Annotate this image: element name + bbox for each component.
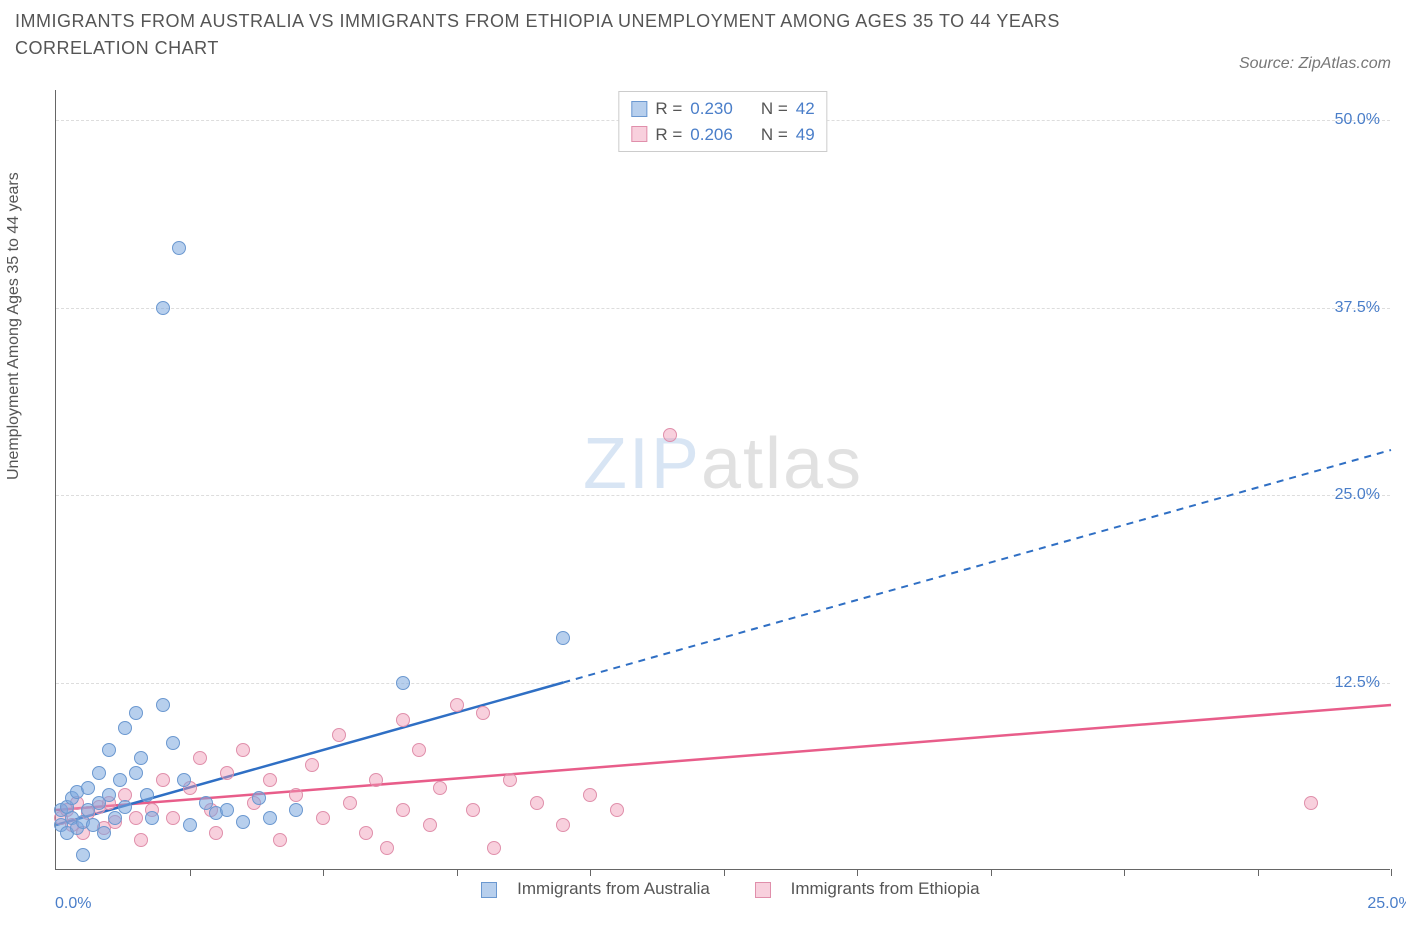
- legend-r-label: R =: [655, 122, 682, 148]
- data-point: [102, 743, 116, 757]
- legend-n-value: 49: [796, 122, 815, 148]
- data-point: [503, 773, 517, 787]
- data-point: [263, 773, 277, 787]
- legend-n-label: N =: [761, 122, 788, 148]
- legend-top: R = 0.230 N = 42 R = 0.206 N = 49: [618, 91, 827, 152]
- legend-swatch: [755, 882, 771, 898]
- data-point: [305, 758, 319, 772]
- data-point: [129, 766, 143, 780]
- data-point: [487, 841, 501, 855]
- data-point: [129, 811, 143, 825]
- data-point: [263, 811, 277, 825]
- data-point: [466, 803, 480, 817]
- chart-title: IMMIGRANTS FROM AUSTRALIA VS IMMIGRANTS …: [15, 8, 1115, 62]
- data-point: [396, 713, 410, 727]
- x-tick: [457, 869, 458, 876]
- data-point: [316, 811, 330, 825]
- data-point: [343, 796, 357, 810]
- data-point: [220, 803, 234, 817]
- legend-swatch: [481, 882, 497, 898]
- data-point: [1304, 796, 1318, 810]
- data-point: [209, 826, 223, 840]
- data-point: [332, 728, 346, 742]
- data-point: [108, 811, 122, 825]
- data-point: [113, 773, 127, 787]
- data-point: [92, 766, 106, 780]
- data-point: [172, 241, 186, 255]
- legend-item-ethiopia: Immigrants from Ethiopia: [740, 879, 980, 898]
- data-point: [177, 773, 191, 787]
- data-point: [156, 773, 170, 787]
- data-point: [145, 811, 159, 825]
- data-point: [273, 833, 287, 847]
- x-origin-label: 0.0%: [55, 895, 91, 913]
- data-point: [396, 803, 410, 817]
- data-point: [433, 781, 447, 795]
- data-point: [530, 796, 544, 810]
- data-point: [556, 631, 570, 645]
- data-point: [289, 788, 303, 802]
- data-point: [102, 788, 116, 802]
- x-tick: [323, 869, 324, 876]
- trend-lines: [56, 90, 1390, 869]
- data-point: [236, 743, 250, 757]
- data-point: [97, 826, 111, 840]
- data-point: [396, 676, 410, 690]
- data-point: [76, 848, 90, 862]
- data-point: [220, 766, 234, 780]
- data-point: [289, 803, 303, 817]
- data-point: [140, 788, 154, 802]
- x-tick: [1124, 869, 1125, 876]
- data-point: [118, 721, 132, 735]
- data-point: [129, 706, 143, 720]
- y-axis-label: Unemployment Among Ages 35 to 44 years: [5, 172, 23, 480]
- legend-r-label: R =: [655, 96, 682, 122]
- data-point: [156, 698, 170, 712]
- legend-n-value: 42: [796, 96, 815, 122]
- x-tick: [857, 869, 858, 876]
- data-point: [450, 698, 464, 712]
- data-point: [583, 788, 597, 802]
- data-point: [193, 751, 207, 765]
- data-point: [423, 818, 437, 832]
- x-tick: [991, 869, 992, 876]
- legend-swatch: [631, 101, 647, 117]
- legend-n-label: N =: [761, 96, 788, 122]
- data-point: [359, 826, 373, 840]
- data-point: [556, 818, 570, 832]
- x-tick: [1258, 869, 1259, 876]
- data-point: [166, 736, 180, 750]
- legend-r-value: 0.206: [690, 122, 733, 148]
- data-point: [166, 811, 180, 825]
- x-tick: [1391, 869, 1392, 876]
- legend-bottom: Immigrants from Australia Immigrants fro…: [56, 879, 1390, 899]
- data-point: [663, 428, 677, 442]
- source-text: Source: ZipAtlas.com: [1239, 55, 1391, 73]
- x-tick: [724, 869, 725, 876]
- x-tick: [590, 869, 591, 876]
- data-point: [236, 815, 250, 829]
- data-point: [369, 773, 383, 787]
- data-point: [134, 751, 148, 765]
- x-end-label: 25.0%: [1367, 895, 1406, 913]
- legend-swatch: [631, 126, 647, 142]
- data-point: [476, 706, 490, 720]
- data-point: [156, 301, 170, 315]
- data-point: [183, 818, 197, 832]
- data-point: [610, 803, 624, 817]
- x-tick: [190, 869, 191, 876]
- legend-row: R = 0.206 N = 49: [631, 122, 814, 148]
- legend-row: R = 0.230 N = 42: [631, 96, 814, 122]
- data-point: [81, 781, 95, 795]
- data-point: [134, 833, 148, 847]
- data-point: [380, 841, 394, 855]
- legend-r-value: 0.230: [690, 96, 733, 122]
- data-point: [118, 800, 132, 814]
- plot-area: 12.5%25.0%37.5%50.0%ZIPatlasR =0.230N =4…: [55, 90, 1390, 870]
- data-point: [412, 743, 426, 757]
- data-point: [252, 791, 266, 805]
- legend-item-australia: Immigrants from Australia: [466, 879, 709, 898]
